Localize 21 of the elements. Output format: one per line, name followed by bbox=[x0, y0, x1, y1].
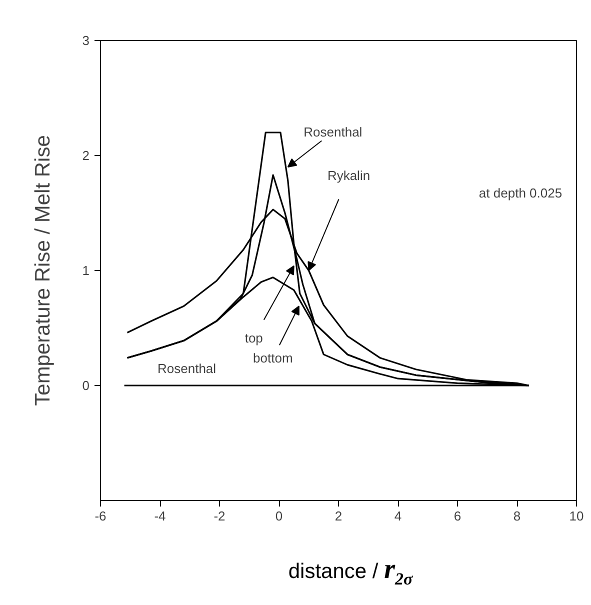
x-tick-label: 4 bbox=[394, 508, 402, 524]
x-tick-label: 8 bbox=[513, 508, 521, 524]
annotation: Rosenthal bbox=[304, 124, 362, 140]
annotation: bottom bbox=[253, 350, 293, 366]
x-axis-title: distance / r$_{2σ}$ bbox=[287, 553, 414, 591]
x-tick-label: 0 bbox=[275, 508, 283, 524]
y-tick-label: 3 bbox=[82, 33, 90, 48]
y-axis-title: Temperature Rise / Melt Rise bbox=[31, 135, 54, 406]
annotation: Rykalin bbox=[327, 168, 370, 183]
x-tick-label: -2 bbox=[214, 508, 226, 524]
annotation: top bbox=[244, 330, 263, 346]
x-tick-label: -4 bbox=[154, 508, 166, 524]
y-tick-label: 2 bbox=[82, 148, 90, 163]
annotation: Rosenthal bbox=[158, 361, 216, 376]
annotation: at depth 0.025 bbox=[478, 186, 562, 200]
x-tick-label: 2 bbox=[334, 508, 342, 524]
y-tick-label: 0 bbox=[82, 378, 90, 393]
y-tick-label: 1 bbox=[82, 263, 90, 278]
x-tick-label: 10 bbox=[569, 508, 584, 524]
x-tick-label: -6 bbox=[94, 508, 106, 524]
x-tick-label: 6 bbox=[454, 508, 462, 524]
